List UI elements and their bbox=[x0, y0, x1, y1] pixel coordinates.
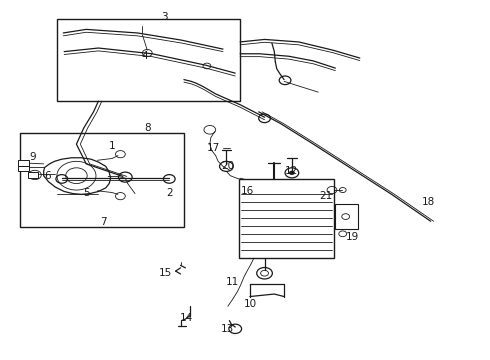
Text: 20: 20 bbox=[221, 161, 234, 171]
Bar bbox=[335, 204, 358, 229]
Text: 11: 11 bbox=[226, 277, 240, 287]
Text: 21: 21 bbox=[319, 191, 332, 201]
Text: 12: 12 bbox=[285, 166, 298, 176]
Text: 10: 10 bbox=[244, 299, 256, 309]
Circle shape bbox=[289, 171, 295, 175]
Text: 5: 5 bbox=[83, 188, 90, 198]
Text: 8: 8 bbox=[144, 123, 150, 133]
Text: 1: 1 bbox=[109, 141, 116, 151]
Text: 7: 7 bbox=[100, 217, 107, 227]
Bar bbox=[18, 160, 29, 166]
Text: 6: 6 bbox=[44, 171, 50, 181]
Text: 16: 16 bbox=[241, 186, 254, 196]
Bar bbox=[18, 166, 29, 171]
Text: 4: 4 bbox=[142, 51, 148, 61]
Text: 3: 3 bbox=[161, 12, 168, 22]
Text: 2: 2 bbox=[166, 188, 172, 198]
Text: 9: 9 bbox=[29, 152, 36, 162]
Bar bbox=[20, 134, 184, 227]
Text: 15: 15 bbox=[158, 268, 172, 278]
Text: 13: 13 bbox=[221, 324, 235, 334]
Text: 17: 17 bbox=[207, 143, 220, 153]
Text: 18: 18 bbox=[421, 197, 435, 207]
Bar bbox=[239, 179, 334, 258]
Bar bbox=[28, 172, 38, 178]
Text: 14: 14 bbox=[180, 313, 193, 323]
Text: 19: 19 bbox=[346, 232, 359, 242]
Bar bbox=[57, 19, 240, 101]
